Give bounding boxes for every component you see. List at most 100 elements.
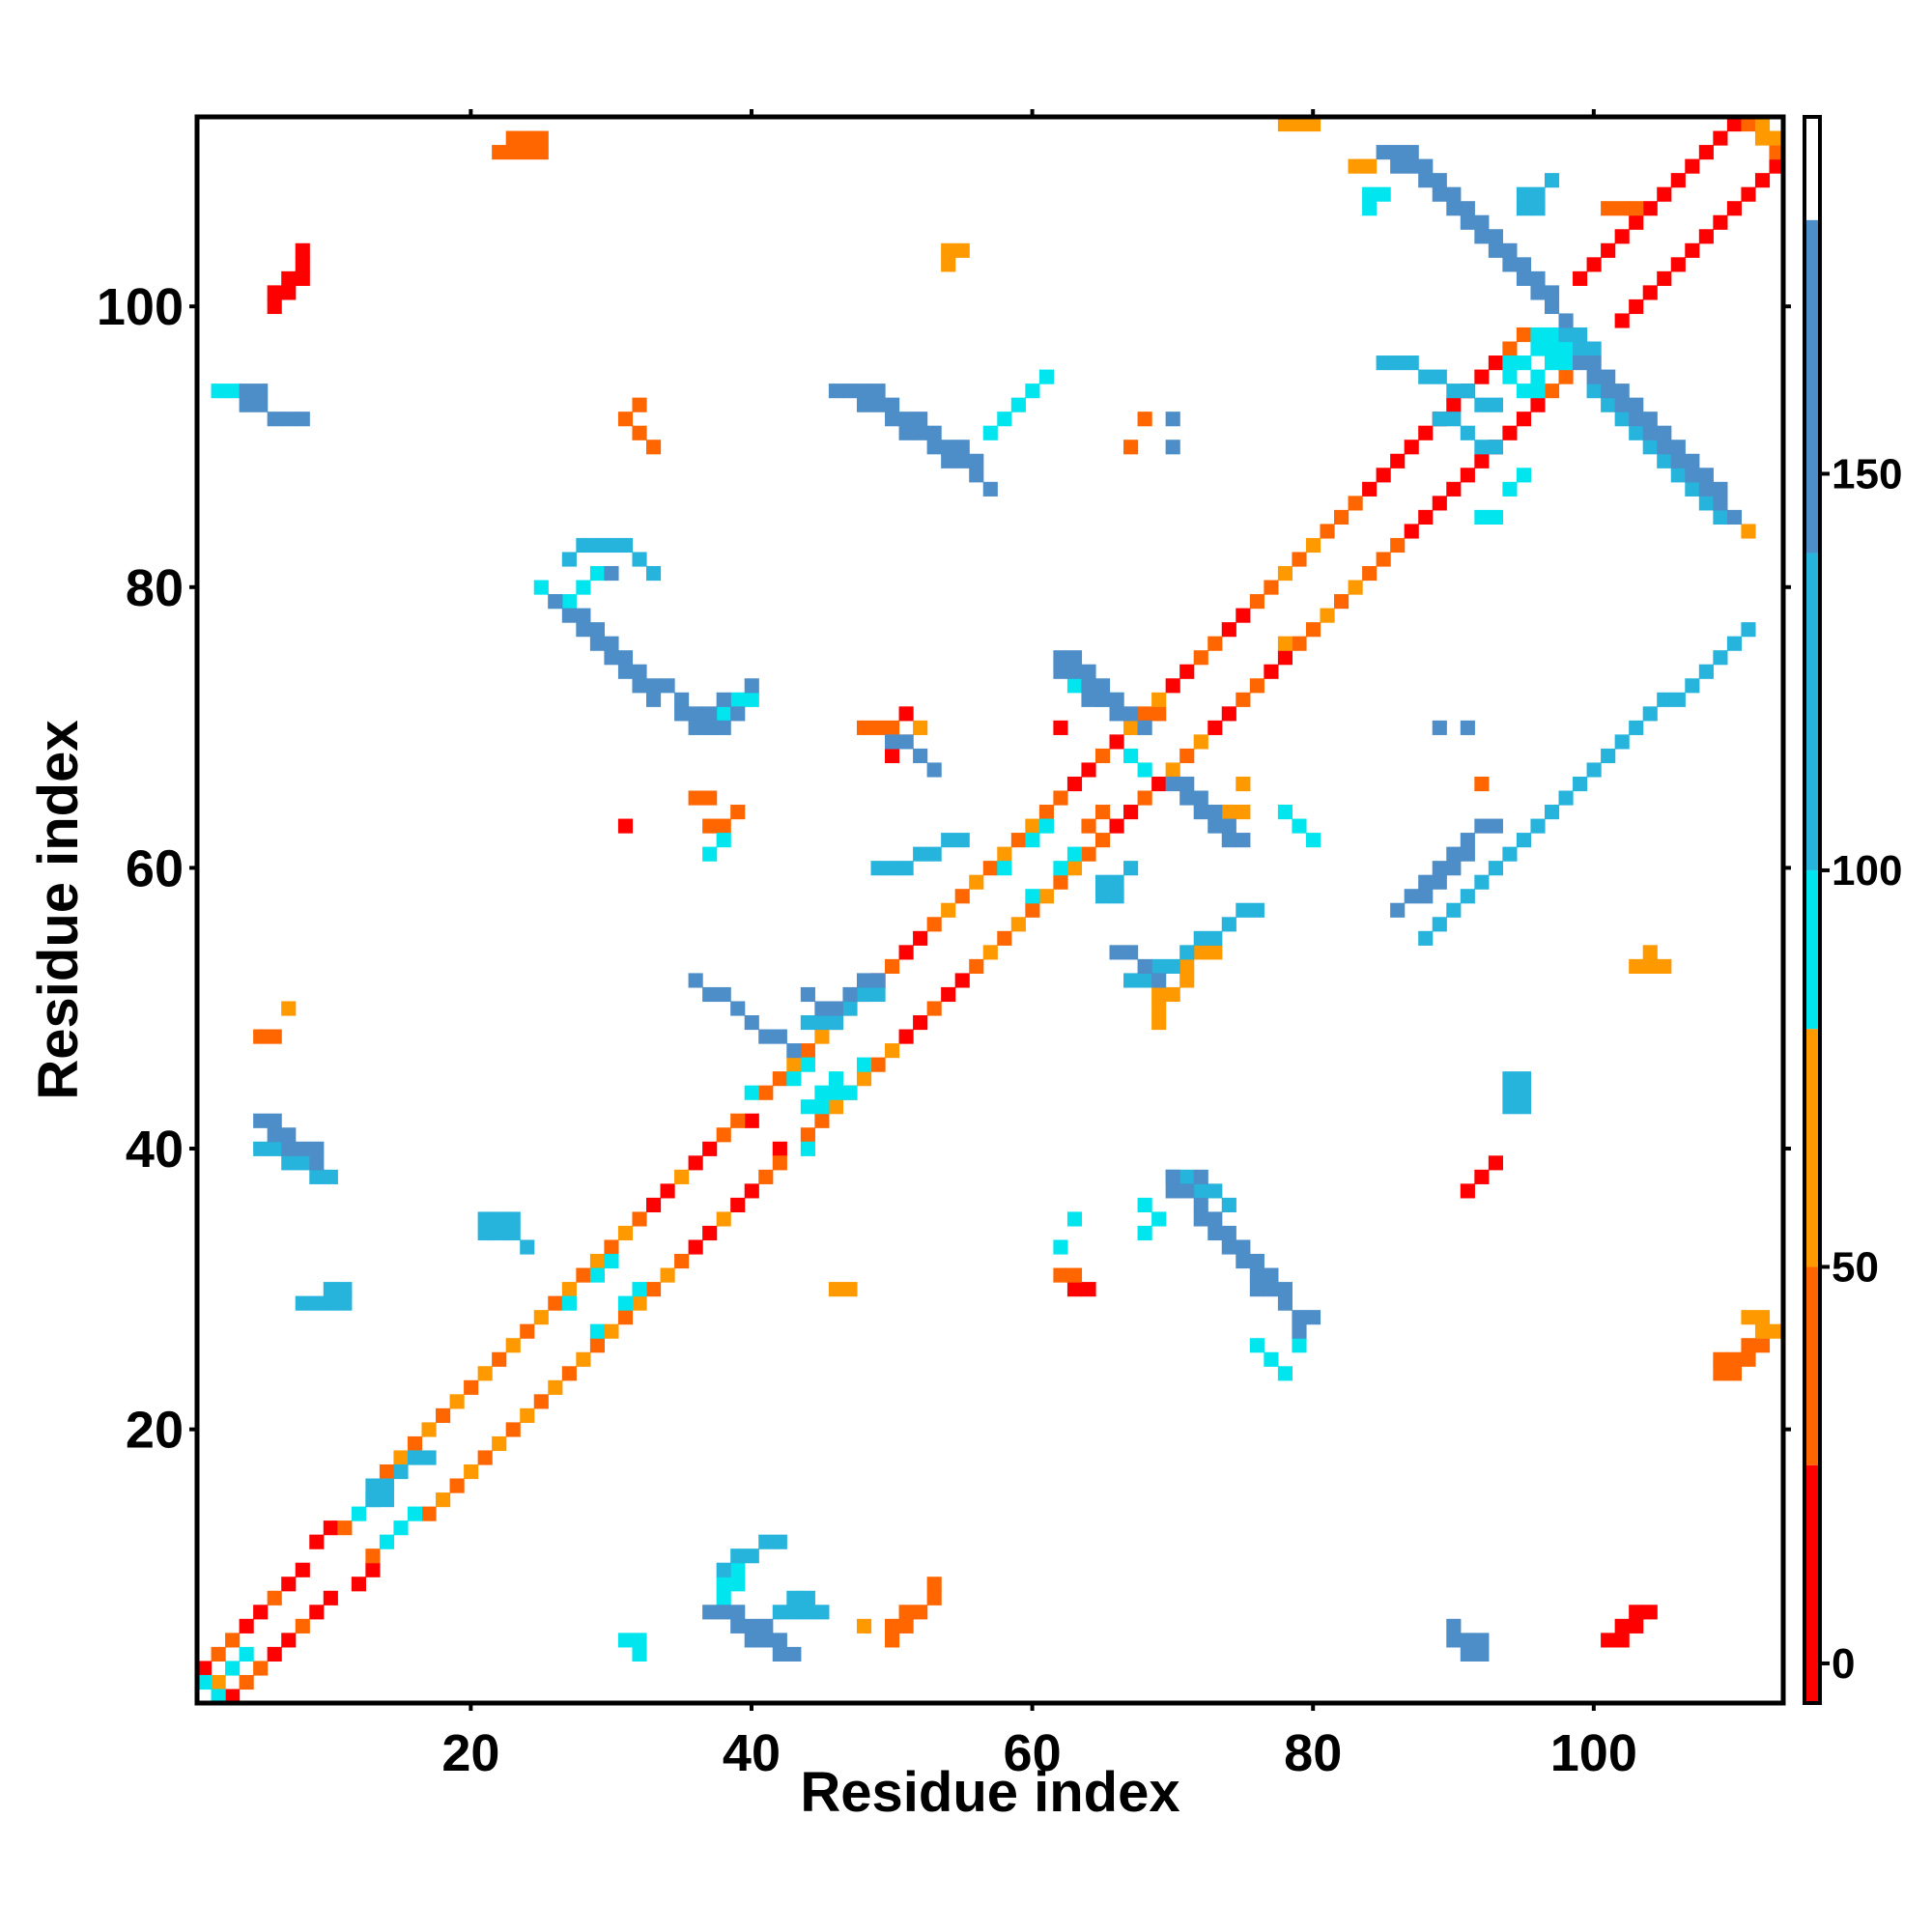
heatmap-cell-red bbox=[913, 930, 928, 946]
heatmap-cell-midblue bbox=[772, 1605, 787, 1620]
heatmap-cell-red bbox=[295, 270, 310, 286]
heatmap-cell-midblue bbox=[1698, 496, 1714, 511]
heatmap-cell-orange bbox=[533, 145, 549, 160]
heatmap-cell-steelblue bbox=[645, 692, 662, 707]
heatmap-cell-orange bbox=[492, 1351, 507, 1367]
heatmap-cell-midblue bbox=[295, 1295, 310, 1311]
heatmap-cell-amber bbox=[1151, 1001, 1167, 1016]
heatmap-cell-cyan bbox=[997, 861, 1012, 876]
heatmap-cell-cyan bbox=[1264, 1351, 1279, 1367]
heatmap-cell-steelblue bbox=[1236, 1239, 1251, 1255]
heatmap-cell-midblue bbox=[1586, 762, 1602, 778]
heatmap-cell-midblue bbox=[477, 1225, 493, 1241]
heatmap-cell-orange bbox=[1236, 692, 1251, 707]
heatmap-cell-red bbox=[309, 1534, 325, 1549]
heatmap-cell-steelblue bbox=[1446, 201, 1462, 216]
heatmap-cell-amber bbox=[1642, 945, 1658, 960]
heatmap-cell-orange bbox=[926, 1001, 942, 1016]
heatmap-cell-steelblue bbox=[856, 384, 872, 399]
heatmap-cell-amber bbox=[1362, 158, 1378, 174]
heatmap-cell-orange bbox=[926, 917, 942, 932]
heatmap-cell-steelblue bbox=[1432, 173, 1447, 188]
heatmap-cell-amber bbox=[856, 1071, 872, 1087]
heatmap-cell-red bbox=[702, 1141, 718, 1156]
x-tick-label: 20 bbox=[441, 1724, 499, 1782]
heatmap-cell-midblue bbox=[337, 1282, 353, 1297]
heatmap-cell-midblue bbox=[1165, 958, 1180, 974]
heatmap-cell-steelblue bbox=[913, 425, 928, 440]
heatmap-cell-midblue bbox=[365, 1492, 381, 1508]
heatmap-cell-cyan bbox=[589, 1267, 605, 1283]
heatmap-cell-red bbox=[954, 973, 970, 988]
heatmap-cell-orange bbox=[758, 1085, 774, 1100]
heatmap-cell-steelblue bbox=[1094, 678, 1111, 694]
heatmap-cell-red bbox=[1586, 257, 1602, 272]
heatmap-cell-red bbox=[323, 1590, 338, 1605]
heatmap-cell-orange bbox=[533, 130, 549, 146]
heatmap-cell-cyan bbox=[1053, 861, 1068, 876]
heatmap-cell-steelblue bbox=[1236, 833, 1251, 848]
colorbar-tick-label: 50 bbox=[1832, 1243, 1879, 1291]
colorbar-band bbox=[1806, 1029, 1818, 1267]
heatmap-cell-cyan bbox=[856, 1057, 872, 1072]
heatmap-cell-orange bbox=[772, 1071, 787, 1087]
heatmap-cell-steelblue bbox=[1558, 313, 1574, 328]
heatmap-cell-steelblue bbox=[660, 678, 675, 694]
heatmap-cell-cyan bbox=[1474, 509, 1490, 525]
heatmap-cell-red bbox=[1698, 229, 1714, 244]
heatmap-cell-amber bbox=[913, 720, 928, 735]
heatmap-cell-steelblue bbox=[1193, 790, 1208, 806]
heatmap-cell-midblue bbox=[295, 1155, 310, 1171]
heatmap-cell-steelblue bbox=[1432, 874, 1447, 890]
heatmap-cell-amber bbox=[954, 242, 970, 258]
heatmap-cell-red bbox=[688, 1155, 703, 1171]
heatmap-cell-amber bbox=[464, 1463, 479, 1480]
heatmap-cell-red bbox=[239, 1618, 254, 1634]
heatmap-cell-steelblue bbox=[744, 1618, 759, 1634]
heatmap-cell-steelblue bbox=[1390, 902, 1406, 918]
heatmap-cell-orange bbox=[870, 720, 886, 735]
heatmap-cell-steelblue bbox=[1446, 861, 1462, 876]
heatmap-cell-steelblue bbox=[281, 1141, 297, 1156]
heatmap-cell-steelblue bbox=[702, 720, 718, 735]
heatmap-cell-orange bbox=[1614, 201, 1630, 216]
heatmap-cell-steelblue bbox=[1081, 664, 1096, 679]
heatmap-cell-red bbox=[1488, 1155, 1503, 1171]
heatmap-cell-midblue bbox=[365, 1478, 381, 1493]
heatmap-cell-amber bbox=[1754, 117, 1771, 132]
heatmap-cell-red bbox=[1741, 186, 1756, 202]
heatmap-cell-amber bbox=[1629, 958, 1644, 974]
heatmap-cell-red bbox=[1066, 1282, 1083, 1297]
heatmap-cell-amber bbox=[421, 1422, 437, 1437]
heatmap-cell-red bbox=[1236, 608, 1251, 623]
heatmap-cell-amber bbox=[1208, 945, 1223, 960]
heatmap-cell-steelblue bbox=[744, 1633, 759, 1648]
heatmap-cell-orange bbox=[632, 425, 647, 440]
heatmap-cell-midblue bbox=[1208, 1183, 1223, 1199]
heatmap-cell-orange bbox=[1362, 565, 1378, 582]
heatmap-cell-orange bbox=[1094, 748, 1111, 764]
heatmap-cell-midblue bbox=[1418, 930, 1434, 946]
heatmap-cell-steelblue bbox=[309, 1141, 325, 1156]
heatmap-cell-cyan bbox=[730, 692, 746, 707]
heatmap-cell-midblue bbox=[941, 833, 956, 848]
heatmap-cell-cyan bbox=[533, 580, 549, 595]
heatmap-cell-midblue bbox=[1558, 790, 1574, 806]
colorbar-frame bbox=[1803, 115, 1822, 1705]
heatmap-cell-steelblue bbox=[1053, 650, 1068, 666]
heatmap-cell-steelblue bbox=[1109, 706, 1124, 722]
heatmap-cell-midblue bbox=[1530, 186, 1546, 202]
heatmap-cell-cyan bbox=[632, 1633, 647, 1648]
heatmap-cell-red bbox=[1488, 355, 1503, 371]
heatmap-cell-cyan bbox=[716, 1577, 731, 1592]
heatmap-cell-cyan bbox=[407, 1506, 423, 1521]
heatmap-cell-amber bbox=[1348, 158, 1363, 174]
heatmap-cell-orange bbox=[730, 1113, 746, 1128]
heatmap-cell-orange bbox=[1137, 790, 1152, 806]
heatmap-cell-red bbox=[1629, 298, 1644, 315]
y-tick-label: 100 bbox=[97, 278, 184, 336]
heatmap-cell-steelblue bbox=[253, 397, 269, 412]
heatmap-cell-steelblue bbox=[1179, 1183, 1195, 1199]
heatmap-cell-midblue bbox=[1109, 889, 1124, 904]
